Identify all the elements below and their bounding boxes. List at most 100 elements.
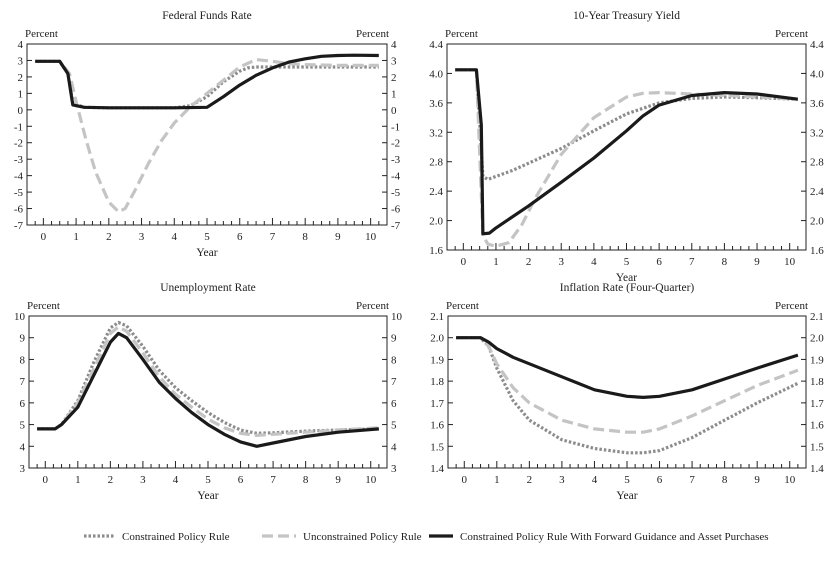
y-tick-label-right: 4.0: [810, 68, 824, 80]
x-tick-label: 7: [689, 474, 695, 486]
x-tick-label: 7: [270, 474, 276, 486]
series-line-constrained: [455, 68, 798, 181]
x-tick-label: 9: [335, 474, 341, 486]
x-tick-label: 3: [140, 474, 146, 486]
x-tick-label: 3: [139, 231, 145, 243]
y-tick-label-right: 5: [391, 420, 397, 432]
y-tick-label-left: 2.0: [430, 333, 444, 345]
y-tick-label-left: 7: [20, 376, 26, 388]
series-line-constrained: [35, 59, 379, 110]
y-tick-label-left: 2.0: [429, 216, 443, 228]
x-tick-label: 0: [43, 474, 49, 486]
y-tick-label-left: -5: [14, 187, 24, 199]
x-tick-label: 8: [722, 256, 728, 268]
x-axis-title: Year: [616, 272, 637, 284]
x-tick-label: 5: [624, 474, 630, 486]
y-tick-label-left: 4.4: [429, 39, 443, 51]
y-tick-label-left: 2.1: [430, 311, 444, 323]
series-line-forward-guidance: [35, 53, 379, 110]
legend-label-forward-guidance: Constrained Policy Rule With Forward Gui…: [460, 531, 769, 543]
x-tick-label: 5: [624, 256, 630, 268]
y-tick-label-left: 5: [20, 420, 26, 432]
x-tick-label: 4: [592, 474, 598, 486]
y-tick-label-left: 3.2: [429, 127, 443, 139]
series-line-unconstrained: [35, 58, 379, 214]
y-unit-left: Percent: [27, 300, 60, 312]
x-tick-label: 9: [754, 474, 760, 486]
x-tick-label: 6: [656, 256, 662, 268]
plot-frame: [446, 43, 807, 251]
y-tick-label-left: -7: [14, 220, 24, 232]
y-tick-label-left: 6: [20, 398, 26, 410]
y-tick-label-left: 1.4: [430, 463, 444, 475]
y-tick-label-right: 3: [391, 463, 397, 475]
y-tick-label-right: 1.8: [810, 376, 824, 388]
y-tick-label-left: 1.9: [430, 354, 444, 366]
legend: Constrained Policy Rule Unconstrained Pol…: [84, 531, 769, 543]
y-tick-label-left: 9: [20, 333, 26, 345]
y-tick-label-right: -2: [391, 138, 400, 150]
y-tick-label-right: 3: [391, 55, 397, 67]
y-tick-label-right: 1.6: [810, 420, 824, 432]
y-tick-label-left: 2.4: [429, 186, 443, 198]
y-unit-right: Percent: [356, 300, 389, 312]
x-tick-label: 6: [237, 231, 243, 243]
x-tick-label: 9: [754, 256, 760, 268]
x-axis-title: Year: [196, 247, 217, 259]
y-unit-left: Percent: [446, 300, 479, 312]
x-tick-label: 1: [494, 474, 500, 486]
y-tick-label-left: 1.6: [430, 420, 444, 432]
y-unit-right: Percent: [356, 28, 389, 40]
chart-panel: Unemployment Rate Percent Percent 3 3 4 4 5 5 6 6 7…: [14, 282, 403, 502]
y-unit-right: Percent: [775, 300, 808, 312]
y-tick-label-right: 0: [391, 105, 397, 117]
x-tick-label: 7: [270, 231, 276, 243]
x-tick-label: 8: [303, 474, 309, 486]
x-tick-label: 4: [173, 474, 179, 486]
y-tick-label-right: 1.6: [810, 245, 824, 257]
chart-title: 10-Year Treasury Yield: [573, 10, 680, 22]
y-tick-label-left: 1.5: [430, 441, 444, 453]
y-tick-label-right: 1.5: [810, 441, 824, 453]
y-tick-label-left: 4.0: [429, 68, 443, 80]
y-tick-label-left: -2: [14, 138, 23, 150]
y-tick-label-right: -5: [391, 187, 401, 199]
y-tick-label-right: 2.1: [810, 311, 824, 323]
y-tick-label-left: -6: [14, 204, 24, 216]
x-tick-label: 1: [73, 231, 79, 243]
x-tick-label: 9: [335, 231, 341, 243]
y-tick-label-right: 9: [391, 333, 397, 345]
x-tick-label: 0: [461, 256, 467, 268]
x-tick-label: 2: [527, 474, 533, 486]
chart-panel: Inflation Rate (Four-Quarter) Percent Perc…: [430, 282, 824, 502]
series-line-unconstrained: [37, 325, 379, 437]
y-tick-label-left: -4: [14, 171, 24, 183]
y-tick-label-right: 4: [391, 39, 397, 51]
chart-title: Unemployment Rate: [160, 282, 256, 294]
y-tick-label-right: 1: [391, 88, 397, 100]
y-tick-label-right: 1.4: [810, 463, 824, 475]
x-tick-label: 6: [657, 474, 663, 486]
y-tick-label-left: 3: [18, 55, 24, 67]
y-tick-label-left: 8: [20, 354, 26, 366]
x-tick-label: 1: [75, 474, 81, 486]
x-tick-label: 0: [41, 231, 47, 243]
chart-panel: Federal Funds Rate Percent Percent -7 -7 -6 -6…: [14, 10, 401, 259]
y-tick-label-right: 2.0: [810, 333, 824, 345]
legend-label-unconstrained: Unconstrained Policy Rule: [303, 531, 422, 543]
x-tick-label: 10: [784, 474, 796, 486]
x-axis-title: Year: [616, 490, 637, 502]
y-tick-label-right: 4.4: [810, 39, 824, 51]
y-tick-label-right: 4: [391, 441, 397, 453]
y-unit-left: Percent: [25, 28, 58, 40]
y-tick-label-left: 3.6: [429, 98, 443, 110]
y-tick-label-left: 4: [20, 441, 26, 453]
x-tick-label: 10: [365, 231, 377, 243]
x-tick-label: 0: [462, 474, 468, 486]
y-tick-label-right: 1.9: [810, 354, 824, 366]
y-tick-label-left: 4: [18, 39, 24, 51]
y-tick-label-right: 2: [391, 72, 397, 84]
y-tick-label-left: -1: [14, 121, 23, 133]
y-tick-label-left: 2.8: [429, 157, 443, 169]
x-tick-label: 10: [365, 474, 377, 486]
